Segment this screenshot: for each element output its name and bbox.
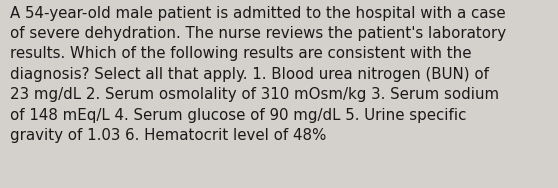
Text: A 54-year-old male patient is admitted to the hospital with a case
of severe deh: A 54-year-old male patient is admitted t… <box>10 6 506 143</box>
